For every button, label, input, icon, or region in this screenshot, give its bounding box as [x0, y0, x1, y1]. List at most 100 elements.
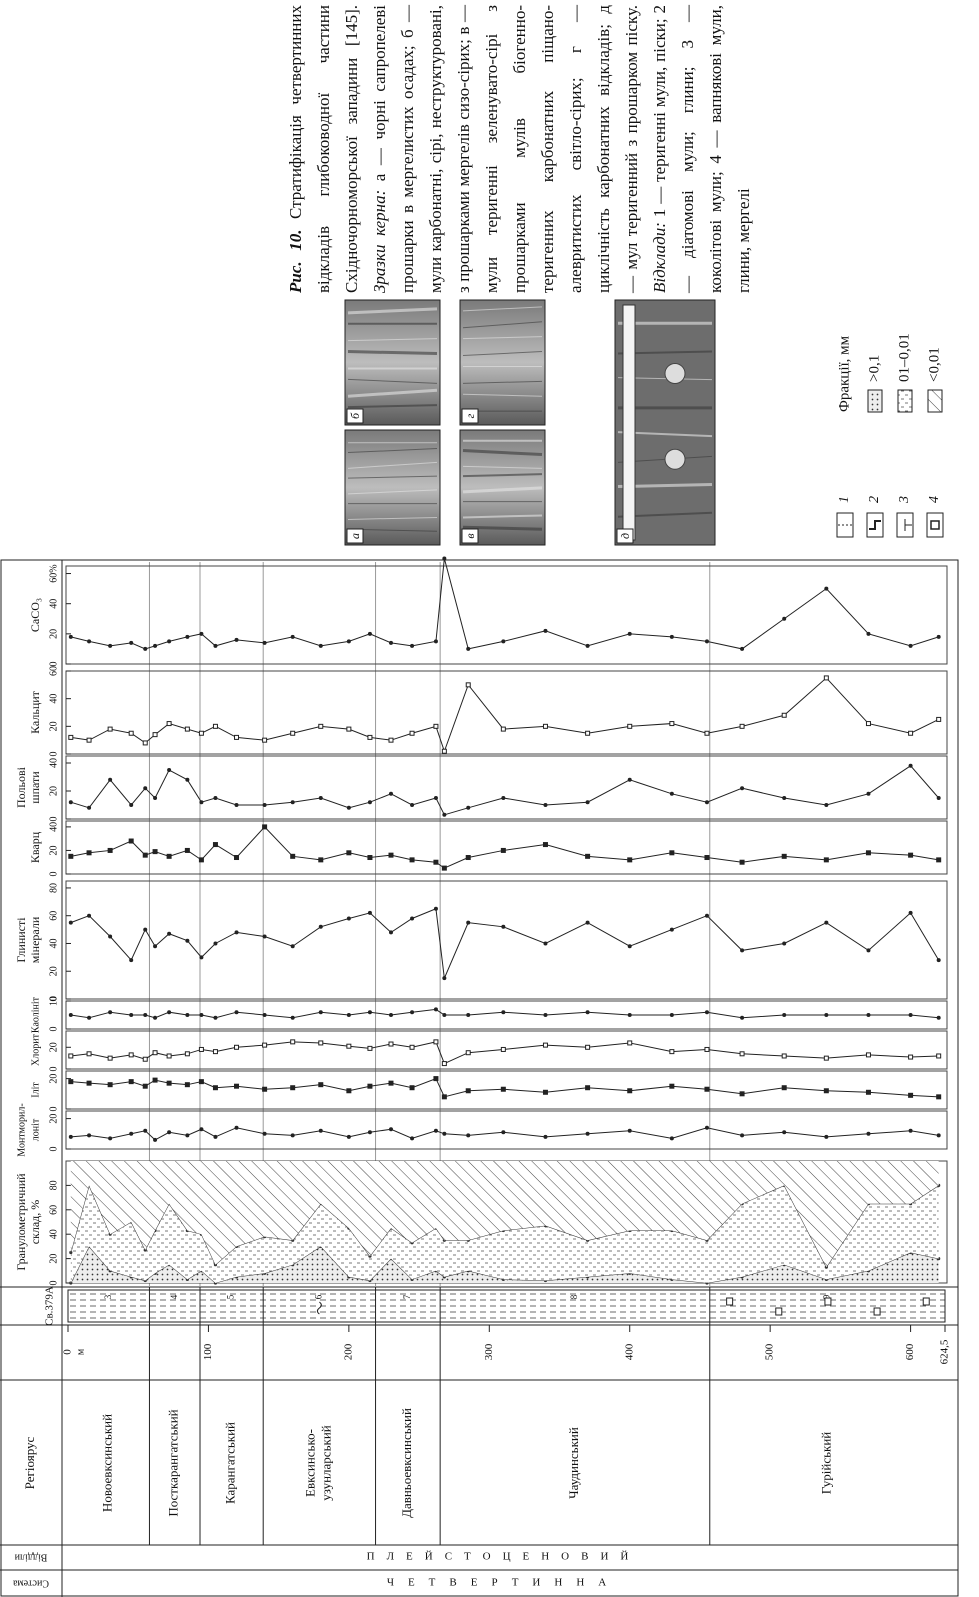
panel-title: склад, % — [28, 1200, 42, 1245]
data-point — [318, 1010, 323, 1015]
data-point — [185, 1133, 190, 1138]
data-point — [433, 1039, 439, 1045]
panel-frame — [65, 880, 948, 1000]
unit-number: 4 — [169, 1294, 179, 1299]
data-point — [824, 1134, 829, 1139]
core-texture — [462, 393, 543, 397]
data-point — [740, 1015, 745, 1020]
data-point — [441, 1061, 447, 1067]
data-point — [290, 944, 295, 949]
panel-title: мінерали — [28, 916, 42, 963]
data-point — [318, 1040, 324, 1046]
data-point — [152, 1077, 158, 1083]
data-point — [367, 800, 372, 805]
core-texture — [462, 380, 543, 384]
data-point — [908, 1092, 914, 1098]
data-point — [184, 847, 190, 853]
data-point — [213, 796, 218, 800]
data-point — [466, 1133, 471, 1138]
data-point — [234, 734, 240, 740]
panel-title: лоніт — [30, 1118, 41, 1141]
data-point — [739, 859, 745, 865]
profile-line — [70, 765, 940, 816]
legend-label: 01–0,01 — [896, 333, 912, 382]
fraction-area — [70, 1246, 939, 1283]
data-point — [142, 852, 148, 858]
data-point — [409, 730, 415, 736]
data-point — [782, 616, 787, 621]
data-point — [346, 639, 351, 644]
data-point — [143, 1013, 148, 1017]
data-point — [433, 723, 439, 729]
data-point — [543, 803, 548, 807]
data-point — [627, 1040, 633, 1046]
x-tick-label: 20 — [48, 1114, 59, 1124]
panel-frame — [65, 820, 948, 875]
data-point — [410, 643, 415, 648]
lithology-symbol — [824, 1297, 832, 1306]
data-point — [500, 1046, 506, 1052]
data-point — [234, 1010, 239, 1015]
data-point — [346, 1088, 352, 1094]
data-point — [290, 853, 296, 859]
data-point — [107, 1082, 113, 1088]
data-point — [500, 726, 506, 732]
data-point — [185, 634, 190, 639]
data-point — [542, 842, 548, 848]
data-point — [86, 1051, 92, 1057]
data-point — [739, 1051, 745, 1057]
data-point — [936, 1094, 942, 1100]
panel-title: Іліт — [30, 1082, 41, 1098]
panel-title: Кварц — [28, 831, 42, 863]
data-point — [823, 1088, 829, 1094]
data-point — [409, 1044, 415, 1050]
data-point — [543, 1013, 548, 1017]
data-point — [318, 723, 324, 729]
data-point — [908, 910, 913, 915]
data-point — [739, 723, 745, 729]
data-point — [781, 1085, 787, 1091]
stage-name: Карангатський — [223, 1422, 238, 1504]
data-point — [865, 850, 871, 856]
x-tick-label: 0 — [48, 1027, 59, 1032]
data-point — [87, 1015, 92, 1020]
lithology-symbol — [873, 1307, 881, 1316]
data-point — [739, 1091, 745, 1097]
data-point — [152, 732, 158, 738]
data-point — [740, 786, 745, 791]
data-point — [866, 1013, 871, 1017]
data-point — [781, 1053, 787, 1059]
data-point — [824, 1013, 829, 1017]
data-point — [367, 910, 372, 915]
data-point — [627, 631, 632, 636]
data-point — [500, 1086, 506, 1092]
panel-frame — [65, 1000, 948, 1030]
data-point — [908, 1128, 913, 1133]
photo-label-box — [616, 528, 634, 544]
data-point — [128, 1079, 134, 1085]
unit-number: 8 — [569, 1294, 579, 1299]
data-point — [108, 777, 113, 782]
unit-number: 5 — [226, 1294, 236, 1299]
data-point — [129, 640, 134, 645]
data-point — [740, 948, 745, 953]
data-point — [198, 1046, 204, 1052]
profile-line — [70, 677, 939, 753]
data-point — [542, 1089, 548, 1095]
data-point — [433, 796, 438, 800]
data-point — [936, 958, 941, 963]
data-point — [86, 1080, 92, 1086]
data-point — [501, 1130, 506, 1135]
data-point — [367, 1130, 372, 1135]
data-point — [433, 1076, 439, 1082]
photo-label: г — [463, 413, 477, 418]
core-texture — [347, 461, 438, 469]
data-point — [167, 931, 172, 936]
legend-number: 3 — [897, 496, 912, 504]
data-point — [388, 1041, 394, 1047]
data-point — [410, 803, 415, 807]
data-point — [129, 1131, 134, 1136]
x-tick-label: 40 — [48, 758, 59, 768]
x-tick-label: 0 — [48, 662, 59, 667]
depth-tick-label: 600 — [904, 1343, 916, 1360]
